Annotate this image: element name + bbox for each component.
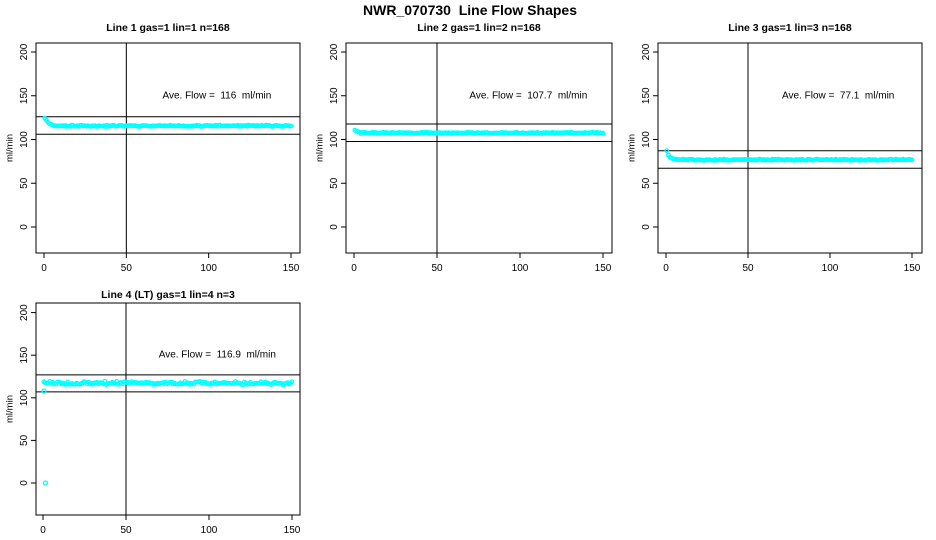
y-tick-label: 100 [641, 131, 652, 148]
y-tick-label: 150 [329, 87, 340, 104]
x-tick-label: 100 [822, 263, 839, 274]
data-points [42, 115, 294, 129]
x-tick-label: 0 [41, 263, 47, 274]
y-tick-label: 0 [641, 224, 652, 230]
data-points [41, 378, 295, 486]
data-points [352, 127, 606, 136]
figure-title: NWR_070730 Line Flow Shapes [363, 2, 577, 18]
y-tick-label: 200 [19, 43, 30, 60]
y-tick-label: 150 [641, 87, 652, 104]
x-tick-label: 150 [284, 525, 301, 536]
subplot-3-ave-flow-annotation: Ave. Flow = 77.1 ml/min [782, 90, 895, 102]
subplot-1-title: Line 1 gas=1 lin=1 n=168 [106, 22, 230, 34]
x-axis: 0 50 100 150 [351, 253, 612, 274]
y-tick-label: 0 [19, 224, 30, 230]
plot-box [35, 42, 301, 254]
x-axis: 0 50 100 150 [41, 253, 300, 274]
subplot-2-ylabel: ml/min [314, 134, 326, 162]
plot-box [657, 42, 923, 254]
y-tick-label: 150 [19, 346, 30, 363]
subplot-4-title: Line 4 (LT) gas=1 lin=4 n=3 [101, 289, 235, 301]
subplot-4-ylabel: ml/min [4, 395, 16, 423]
x-tick-label: 100 [512, 263, 529, 274]
data-points [664, 148, 915, 163]
x-tick-label: 0 [351, 263, 357, 274]
y-tick-label: 100 [329, 131, 340, 148]
subplot-1-ave-flow-annotation: Ave. Flow = 116 ml/min [162, 90, 272, 102]
subplot-3-title: Line 3 gas=1 lin=3 n=168 [728, 22, 852, 34]
x-tick-label: 100 [201, 525, 218, 536]
subplot-2-title: Line 2 gas=1 lin=2 n=168 [417, 22, 541, 34]
subplot-1-ylabel: ml/min [4, 134, 16, 162]
outlier-point [42, 480, 49, 486]
y-tick-label: 100 [19, 389, 30, 406]
subplot-2: 0 50 100 150 0 50 100 150 200 [329, 42, 613, 274]
subplot-4: 0 50 100 150 0 50 100 150 200 [19, 302, 301, 536]
y-tick-label: 200 [641, 43, 652, 60]
x-tick-label: 150 [904, 263, 921, 274]
subplot-3: 0 50 100 150 0 50 100 150 200 [641, 42, 923, 274]
y-tick-label: 50 [641, 177, 652, 189]
x-tick-label: 150 [283, 263, 300, 274]
subplot-3-ylabel: ml/min [626, 134, 638, 162]
subplot-4-ave-flow-annotation: Ave. Flow = 116.9 ml/min [158, 349, 276, 361]
y-axis: 0 50 100 150 200 [19, 43, 36, 230]
plot-box [35, 302, 301, 516]
x-axis: 0 50 100 150 [663, 253, 921, 274]
plot-box [345, 42, 613, 254]
subplot-2-ave-flow-annotation: Ave. Flow = 107.7 ml/min [469, 90, 588, 102]
y-axis: 0 50 100 150 200 [19, 304, 36, 486]
x-tick-label: 0 [663, 263, 669, 274]
y-tick-label: 200 [329, 43, 340, 60]
y-tick-label: 200 [19, 304, 30, 321]
x-tick-label: 50 [431, 263, 443, 274]
y-tick-label: 0 [19, 480, 30, 486]
x-tick-label: 0 [40, 525, 46, 536]
y-tick-label: 50 [329, 177, 340, 189]
x-tick-label: 100 [200, 263, 217, 274]
x-axis: 0 50 100 150 [40, 515, 301, 536]
x-tick-label: 50 [742, 263, 754, 274]
y-axis: 0 50 100 150 200 [329, 43, 346, 230]
outlier-point [41, 388, 47, 394]
subplot-1: 0 50 100 150 0 50 100 150 200 [19, 42, 301, 274]
y-axis: 0 50 100 150 200 [641, 43, 658, 230]
y-tick-label: 50 [19, 434, 30, 446]
x-tick-label: 50 [121, 263, 133, 274]
y-tick-label: 0 [329, 224, 340, 230]
y-tick-label: 150 [19, 87, 30, 104]
x-tick-label: 50 [120, 525, 132, 536]
y-tick-label: 100 [19, 131, 30, 148]
x-tick-label: 150 [595, 263, 612, 274]
y-tick-label: 50 [19, 177, 30, 189]
